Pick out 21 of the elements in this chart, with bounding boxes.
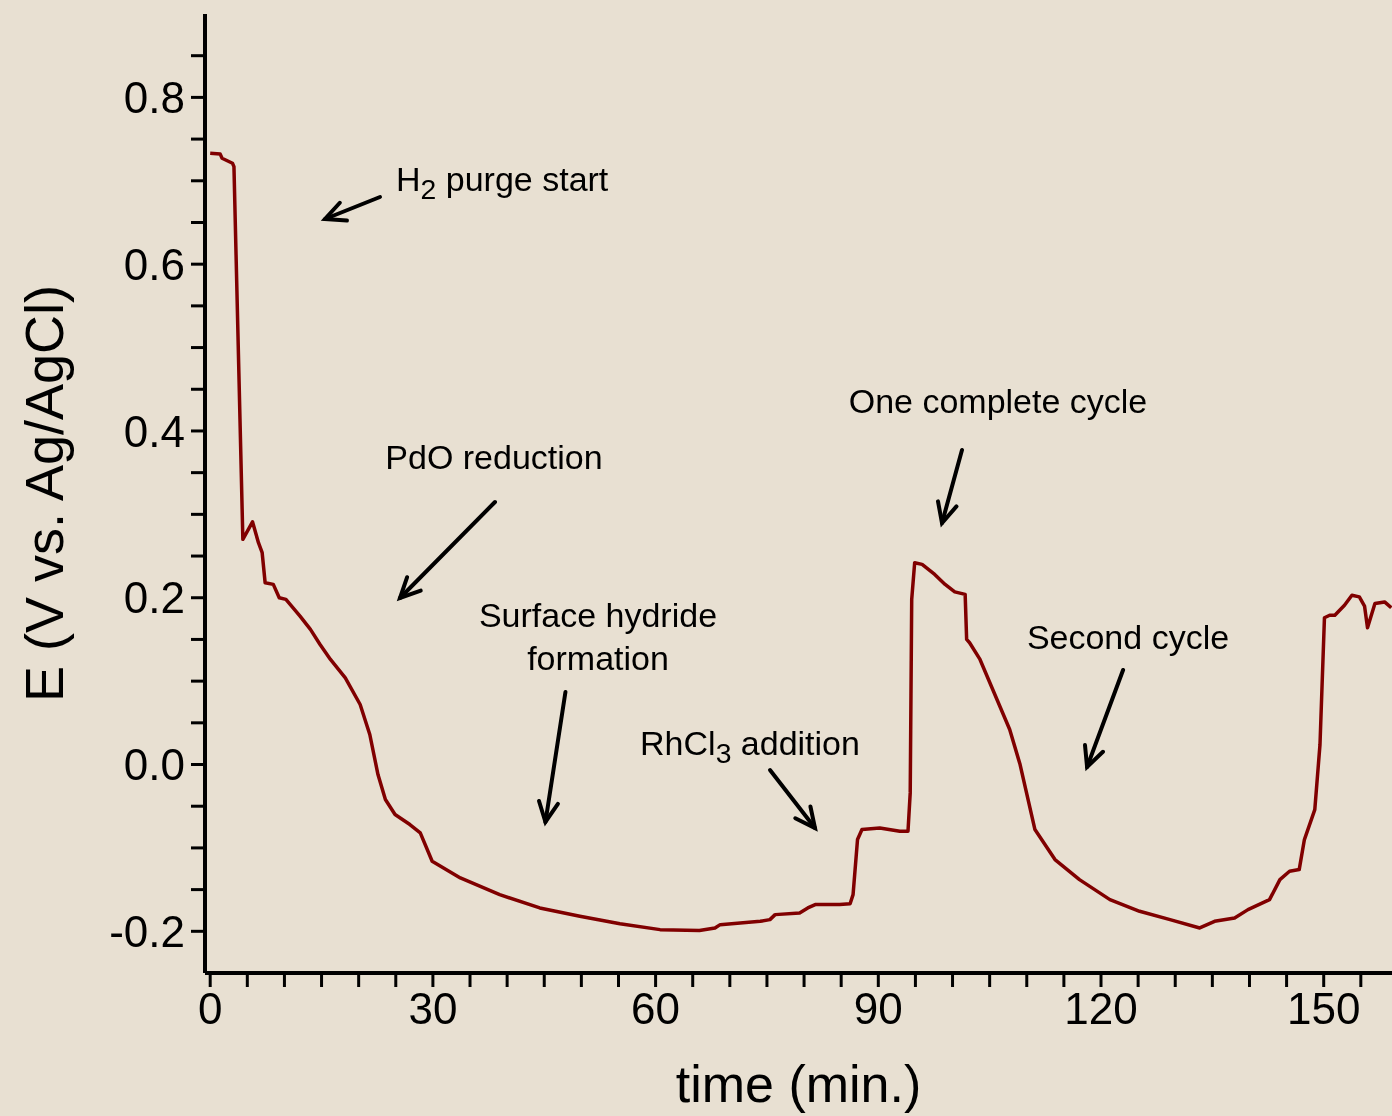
y-axis-title: E (V vs. Ag/AgCl) <box>14 284 75 703</box>
y-tick-label: 0.8 <box>123 73 185 123</box>
annotation: RhCl$_{3}$ addition <box>639 723 861 771</box>
x-tick-label: 150 <box>1286 984 1361 1034</box>
x-axis-title: time (min.) <box>675 1055 922 1113</box>
line-series <box>208 151 1392 933</box>
annotation: PdO reduction <box>384 437 604 478</box>
annotation: Second cycle <box>1025 617 1231 658</box>
x-tick-label: 120 <box>1064 984 1138 1034</box>
x-tick-label: 0 <box>197 984 223 1034</box>
x-tick-label: 60 <box>631 984 681 1034</box>
x-tick-label: 90 <box>853 984 903 1034</box>
annotation: Surface hydride formation <box>477 595 719 679</box>
annotation: One complete cycle <box>847 381 1149 422</box>
y-tick-label: -0.2 <box>109 906 185 956</box>
x-tick-label: 30 <box>408 984 458 1034</box>
y-tick-label: 0.2 <box>123 573 185 623</box>
y-tick-label: 0.6 <box>123 239 185 289</box>
y-tick-label: 0.0 <box>123 740 185 790</box>
y-tick-label: 0.4 <box>123 406 185 456</box>
annotation: H$_{2}$ purge start <box>396 159 610 207</box>
